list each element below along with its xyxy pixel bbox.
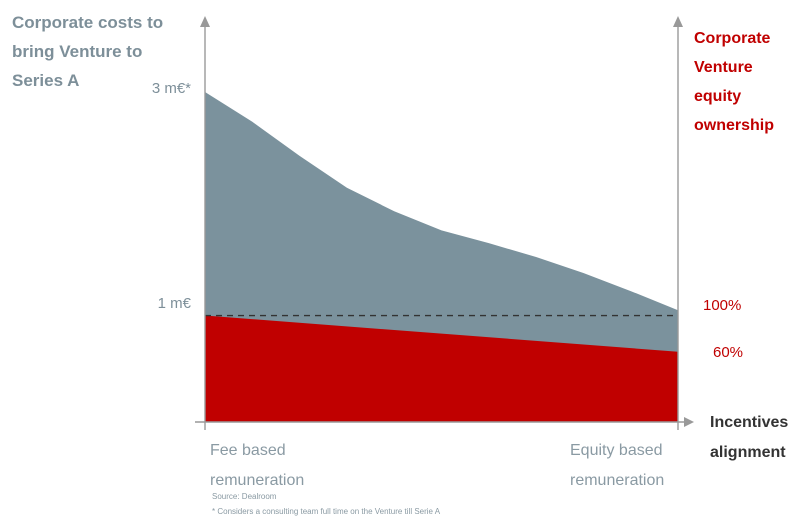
areas-group	[205, 92, 678, 422]
footnote: * Considers a consulting team full time …	[212, 507, 441, 516]
x-tick-equity-based: Equity based remuneration	[570, 442, 665, 489]
right-axis-title: Corporate Venture equity ownership	[694, 30, 775, 134]
source-note: Source: Dealroom	[212, 492, 277, 501]
left-tick-3m: 3 m€*	[151, 80, 191, 97]
left-axis-arrow	[200, 16, 210, 27]
axes-group	[195, 16, 694, 430]
right-tick-100: 100%	[703, 297, 742, 314]
left-tick-1m: 1 m€	[157, 295, 191, 312]
left-axis-title: Corporate costs to bring Venture to Seri…	[12, 13, 164, 90]
x-tick-fee-based: Fee based remuneration	[210, 442, 305, 489]
right-axis-arrow	[673, 16, 683, 27]
x-axis-arrow	[684, 417, 694, 427]
x-axis-title: Incentives alignment	[710, 414, 789, 461]
area-series-1	[205, 315, 678, 422]
right-tick-60: 60%	[713, 344, 744, 361]
